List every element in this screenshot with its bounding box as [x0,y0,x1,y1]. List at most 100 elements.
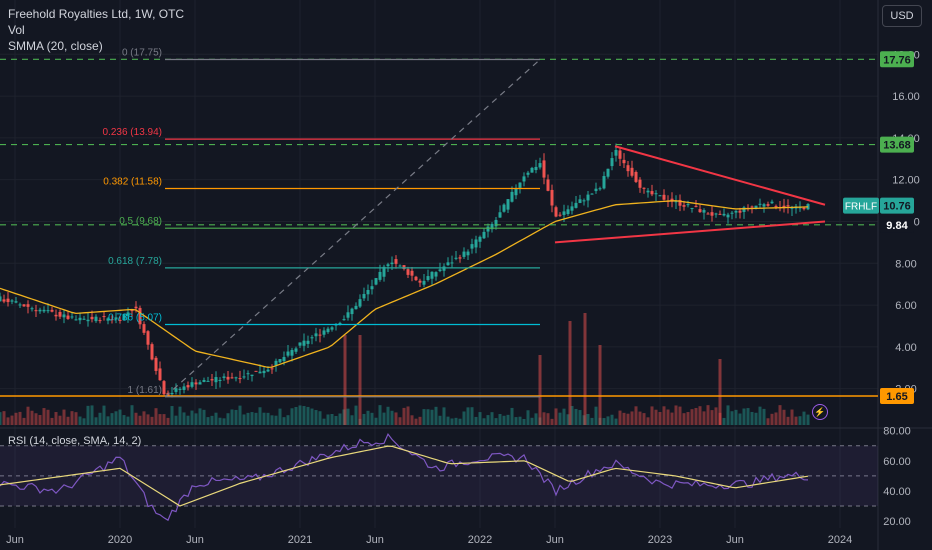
volume-bar [54,412,58,425]
candle-body [618,150,622,159]
volume-bar [210,415,214,425]
candle-body [214,377,218,383]
volume-bar [310,408,314,425]
volume-bar [198,408,202,425]
candle-body [550,189,554,206]
volume-bar [422,409,426,425]
volume-bar [606,416,610,425]
candle-body [194,382,198,385]
volume-bar [46,409,50,425]
candle-body [574,202,578,208]
candle-body [518,182,522,188]
volume-bar [290,408,294,425]
candle-body [802,207,806,210]
volume-bar [502,415,506,425]
volume-bar [706,405,710,425]
candle-body [430,271,434,279]
volume-bar [150,416,154,425]
volume-bar [326,414,330,425]
candle-body [454,257,458,259]
candle-body [346,312,350,318]
volume-bar [282,417,286,425]
volume-bar [710,410,714,425]
candle-body [498,212,502,218]
volume-bar [330,413,334,425]
candle-body [270,368,274,370]
volume-bar [442,407,446,425]
candle-body [706,213,710,215]
volume-bar [146,414,150,425]
volume-bar [186,415,190,425]
candle-body [318,334,322,336]
fib-trend-line [164,59,541,398]
time-axis-tick: 2023 [648,534,672,546]
volume-bar [354,405,358,425]
price-axis-tick: 12.00 [892,175,920,187]
candle-body [178,388,182,390]
candle-body [98,320,102,322]
candle-body [646,190,650,193]
rsi-axis-tick: 60.00 [883,456,911,468]
candle-body [582,200,586,202]
candle-body [590,193,594,195]
candle-body [330,327,334,330]
volume-bar [526,410,530,425]
volume-bar [406,406,410,425]
candle-body [450,262,454,264]
candle-body [94,316,98,322]
candle-body [338,322,342,325]
candle-body [598,188,602,190]
volume-bar [698,406,702,425]
currency-button[interactable]: USD [882,5,922,27]
time-axis-tick: Jun [546,534,564,546]
candle-body [578,199,582,203]
volume-bar [386,406,390,425]
volume-bar [322,418,326,425]
candle-body [250,374,254,377]
candle-body [750,206,754,208]
fib-level-label: 0 (17.75) [122,48,162,59]
candle-body [134,306,138,309]
candle-body [522,176,526,182]
candle-body [718,213,722,215]
candle-body [434,272,438,277]
volume-bar [574,408,578,425]
volume-bar [614,418,618,425]
candle-body [218,379,222,381]
volume-bar [746,408,750,425]
price-label-box [880,388,914,404]
volume-bar [750,411,754,425]
candle-body [426,276,430,280]
time-axis-tick: 2024 [828,534,852,546]
volume-bar [66,416,70,425]
volume-bar [174,415,178,425]
volume-bar [730,411,734,425]
lightning-icon[interactable]: ⚡ [812,404,828,420]
volume-bar [602,418,606,425]
volume-bar [554,408,558,425]
candle-body [570,206,574,211]
candle-body [402,265,406,269]
candle-body [622,159,626,164]
candle-body [14,301,18,303]
volume-bar [514,417,518,425]
rsi-axis-tick: 40.00 [883,486,911,498]
candle-body [386,264,390,267]
volume-bar [118,409,122,425]
candle-body [66,315,70,319]
volume-bar [490,412,494,425]
candle-body [398,265,402,267]
candle-body [254,370,258,372]
candle-body [146,331,150,345]
candle-body [470,244,474,249]
candle-body [158,368,162,381]
candle-body [546,179,550,191]
volume-bar [478,412,482,425]
volume-bar [362,413,366,425]
volume-bar [782,409,786,425]
candles [0,143,810,398]
volume-bar [622,412,626,425]
price-axis-tick: 4.00 [895,342,916,354]
volume-bar [226,413,230,425]
